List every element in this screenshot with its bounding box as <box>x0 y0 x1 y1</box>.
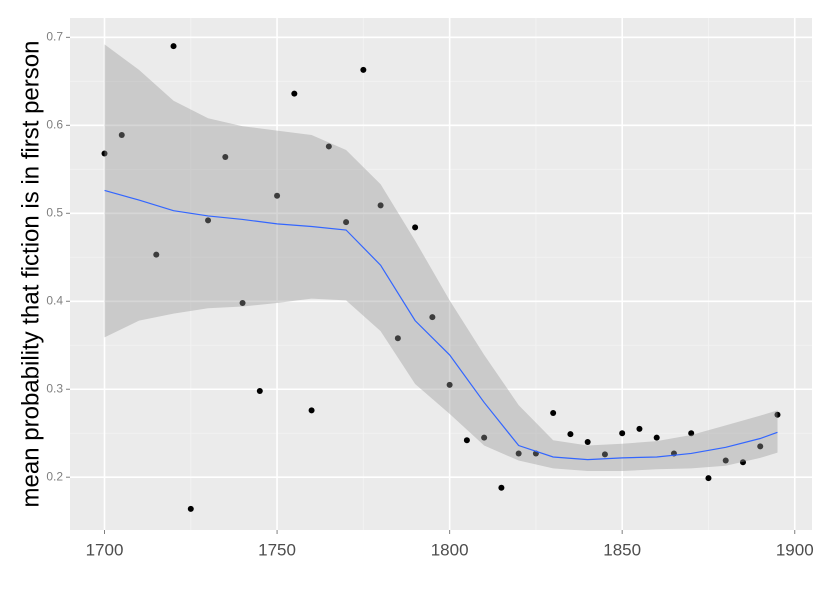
point <box>256 388 263 395</box>
point <box>377 202 384 209</box>
plot-panel <box>70 18 812 530</box>
x-tick-label: 1700 <box>86 540 124 559</box>
point <box>757 443 764 450</box>
point <box>308 407 315 414</box>
y-tick-label: 0.6 <box>46 117 63 131</box>
point <box>463 437 470 444</box>
point <box>274 192 281 199</box>
y-tick-label: 0.7 <box>46 30 63 44</box>
y-tick-label: 0.4 <box>46 293 63 307</box>
point <box>739 459 746 466</box>
point <box>722 457 729 464</box>
point <box>394 335 401 342</box>
point <box>343 219 350 226</box>
point <box>636 425 643 432</box>
y-tick-label: 0.2 <box>46 469 63 483</box>
point <box>222 153 229 160</box>
point <box>498 484 505 491</box>
x-tick-label: 1800 <box>431 540 469 559</box>
point <box>653 434 660 441</box>
point <box>567 431 574 438</box>
point <box>153 251 160 258</box>
point <box>170 43 177 50</box>
point <box>291 90 298 97</box>
confidence-band <box>104 44 778 472</box>
x-tick-label: 1900 <box>776 540 814 559</box>
x-tick-label: 1850 <box>603 540 641 559</box>
point <box>481 434 488 441</box>
point <box>584 439 591 446</box>
y-axis-label: mean probability that fiction is in firs… <box>17 41 44 508</box>
point <box>619 430 626 437</box>
point <box>515 450 522 457</box>
point <box>187 505 194 512</box>
point <box>101 150 108 157</box>
point <box>446 381 453 388</box>
point <box>325 143 332 150</box>
point <box>118 132 125 139</box>
y-tick-label: 0.3 <box>46 381 63 395</box>
point <box>601 451 608 458</box>
point <box>705 475 712 482</box>
point <box>550 409 557 416</box>
point <box>205 217 212 224</box>
point <box>239 300 246 307</box>
point <box>412 224 419 231</box>
x-tick-label: 1750 <box>258 540 296 559</box>
point <box>688 430 695 437</box>
y-tick-label: 0.5 <box>46 205 63 219</box>
smooth-line <box>104 189 778 461</box>
point <box>360 66 367 73</box>
point <box>774 411 781 418</box>
point <box>429 314 436 321</box>
